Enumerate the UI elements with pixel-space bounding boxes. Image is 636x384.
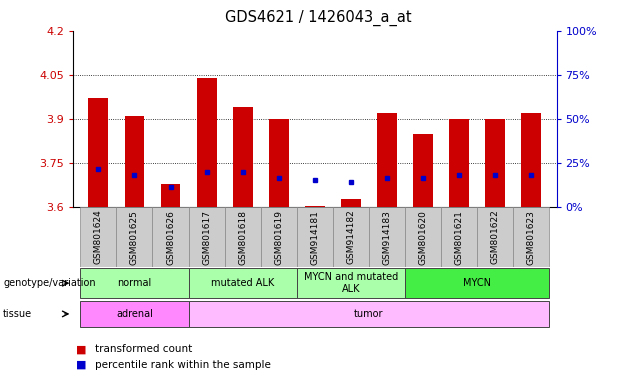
Text: ■: ■ xyxy=(76,360,87,370)
Bar xyxy=(297,207,333,267)
Text: GSM801622: GSM801622 xyxy=(491,210,500,265)
Text: normal: normal xyxy=(117,278,151,288)
Bar xyxy=(513,207,550,267)
Text: GSM801617: GSM801617 xyxy=(202,210,211,265)
Bar xyxy=(485,119,505,207)
Bar xyxy=(333,207,369,267)
Text: GDS4621 / 1426043_a_at: GDS4621 / 1426043_a_at xyxy=(225,10,411,26)
Text: GSM801620: GSM801620 xyxy=(418,210,427,265)
Bar xyxy=(153,207,188,267)
Text: MYCN: MYCN xyxy=(463,278,491,288)
Text: ■: ■ xyxy=(76,344,87,354)
Bar xyxy=(161,184,181,207)
Text: transformed count: transformed count xyxy=(95,344,193,354)
Bar xyxy=(197,78,216,207)
Text: GSM801623: GSM801623 xyxy=(527,210,536,265)
Bar xyxy=(88,98,108,207)
Bar xyxy=(188,301,550,327)
Bar xyxy=(297,268,405,298)
Bar xyxy=(477,207,513,267)
Text: GSM914183: GSM914183 xyxy=(382,210,392,265)
Bar xyxy=(261,207,297,267)
Bar xyxy=(116,207,153,267)
Text: GSM914182: GSM914182 xyxy=(347,210,356,265)
Bar xyxy=(369,207,405,267)
Bar xyxy=(80,207,116,267)
Bar xyxy=(80,301,188,327)
Text: GSM801626: GSM801626 xyxy=(166,210,175,265)
Text: tumor: tumor xyxy=(354,309,384,319)
Bar xyxy=(522,113,541,207)
Text: GSM801618: GSM801618 xyxy=(238,210,247,265)
Text: adrenal: adrenal xyxy=(116,309,153,319)
Text: GSM801621: GSM801621 xyxy=(455,210,464,265)
Text: tissue: tissue xyxy=(3,309,32,319)
Text: GSM801619: GSM801619 xyxy=(274,210,283,265)
Bar xyxy=(405,268,550,298)
Text: mutated ALK: mutated ALK xyxy=(211,278,274,288)
Bar xyxy=(188,268,297,298)
Bar xyxy=(305,206,325,207)
Bar xyxy=(269,119,289,207)
Bar xyxy=(377,113,397,207)
Text: percentile rank within the sample: percentile rank within the sample xyxy=(95,360,272,370)
Text: GSM801625: GSM801625 xyxy=(130,210,139,265)
Text: GSM801624: GSM801624 xyxy=(94,210,103,265)
Bar xyxy=(341,199,361,207)
Bar xyxy=(125,116,144,207)
Text: MYCN and mutated
ALK: MYCN and mutated ALK xyxy=(304,272,398,294)
Text: GSM914181: GSM914181 xyxy=(310,210,319,265)
Bar xyxy=(413,134,433,207)
Bar xyxy=(405,207,441,267)
Bar xyxy=(188,207,225,267)
Bar xyxy=(449,119,469,207)
Bar xyxy=(225,207,261,267)
Bar xyxy=(80,268,188,298)
Bar xyxy=(233,107,252,207)
Bar xyxy=(441,207,477,267)
Text: genotype/variation: genotype/variation xyxy=(3,278,96,288)
